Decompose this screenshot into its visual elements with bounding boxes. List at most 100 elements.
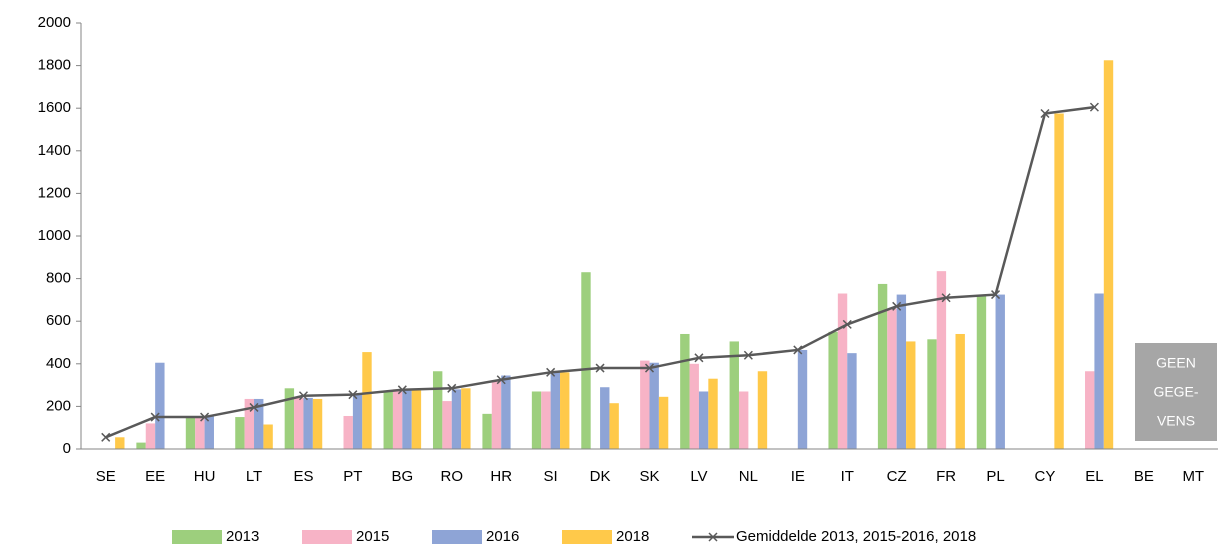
bar — [581, 272, 591, 449]
bar — [362, 352, 372, 449]
bar — [501, 375, 511, 449]
y-tick-label: 2000 — [38, 14, 71, 31]
bar — [906, 341, 916, 449]
x-tick-label: EE — [145, 468, 165, 485]
x-marker — [1040, 108, 1050, 119]
annotation: GEEN — [1156, 355, 1196, 371]
legend-swatch — [708, 532, 718, 542]
bar — [698, 391, 709, 449]
bar — [155, 362, 165, 449]
x-marker — [298, 391, 308, 401]
bar — [976, 294, 987, 449]
x-tick-label: ES — [293, 468, 313, 485]
x-tick-label: EL — [1085, 468, 1103, 485]
x-marker — [892, 301, 902, 311]
x-tick-label: LT — [246, 468, 262, 485]
bar — [451, 389, 462, 449]
legend-swatch — [302, 530, 352, 544]
bar — [343, 415, 353, 449]
x-tick-label: HR — [490, 468, 512, 485]
bar — [847, 353, 857, 449]
bar — [896, 294, 907, 449]
bar — [195, 417, 205, 449]
legend-label: 2016 — [486, 528, 519, 545]
bar — [689, 363, 699, 449]
bar — [609, 403, 619, 449]
bar — [887, 308, 897, 449]
bar — [550, 372, 561, 449]
y-tick-label: 1200 — [38, 184, 71, 201]
x-marker — [991, 290, 1001, 300]
legend-swatch — [562, 530, 612, 544]
bar — [411, 390, 422, 449]
x-tick-label: NL — [739, 468, 758, 485]
x-tick-label: BG — [391, 468, 413, 485]
legend-label: 2013 — [226, 528, 259, 545]
x-marker — [447, 383, 457, 393]
bar — [254, 398, 264, 449]
x-marker — [941, 293, 951, 303]
x-marker — [842, 319, 852, 329]
y-tick-label: 0 — [63, 440, 71, 457]
bar — [204, 415, 214, 449]
bar — [649, 362, 659, 449]
bar — [402, 389, 412, 449]
bar — [927, 339, 937, 449]
bar — [995, 294, 1005, 449]
bar — [284, 388, 295, 449]
bar — [1054, 113, 1064, 450]
x-tick-label: SI — [544, 468, 558, 485]
bar — [640, 360, 650, 449]
y-tick-label: 200 — [46, 397, 71, 414]
annotation: GEGE- — [1153, 384, 1198, 400]
bar — [600, 387, 610, 449]
x-marker — [249, 402, 259, 412]
x-marker — [546, 367, 556, 377]
bar — [482, 413, 492, 449]
x-tick-label: IT — [841, 468, 854, 485]
bar — [680, 333, 690, 449]
x-marker — [743, 350, 753, 360]
y-tick-label: 1000 — [38, 227, 71, 244]
bar — [185, 417, 196, 449]
x-tick-label: CZ — [887, 468, 907, 485]
bar — [244, 398, 255, 449]
bar — [729, 341, 739, 449]
x-tick-label: DK — [590, 468, 611, 485]
x-marker — [694, 353, 704, 363]
legend-swatch — [432, 530, 482, 544]
x-tick-label: SK — [639, 468, 659, 485]
bar — [461, 388, 471, 449]
bar — [294, 397, 304, 449]
bar — [432, 371, 443, 449]
bar — [115, 437, 125, 449]
y-tick-label: 1800 — [38, 57, 71, 74]
y-tick-label: 1600 — [38, 99, 71, 116]
x-tick-label: PL — [986, 468, 1004, 485]
x-tick-label: FR — [936, 468, 956, 485]
bar — [303, 397, 313, 449]
y-tick-label: 400 — [46, 355, 71, 372]
bar — [877, 283, 888, 449]
x-marker — [595, 363, 605, 373]
legend-swatch — [172, 530, 222, 544]
x-tick-label: CY — [1035, 468, 1056, 485]
x-tick-label: HU — [194, 468, 216, 485]
legend-label: 2018 — [616, 528, 649, 545]
bar — [757, 371, 768, 449]
x-tick-label: IE — [791, 468, 805, 485]
x-tick-label: RO — [441, 468, 464, 485]
bar — [235, 417, 245, 449]
bar — [828, 331, 838, 449]
x-tick-label: PT — [343, 468, 362, 485]
x-marker — [496, 375, 506, 385]
bar — [560, 372, 570, 449]
x-tick-label: LV — [690, 468, 707, 485]
bar — [352, 393, 363, 449]
x-marker — [348, 390, 358, 400]
bar — [312, 398, 323, 449]
bar — [936, 271, 947, 449]
bar — [531, 391, 542, 449]
bar — [383, 391, 393, 449]
